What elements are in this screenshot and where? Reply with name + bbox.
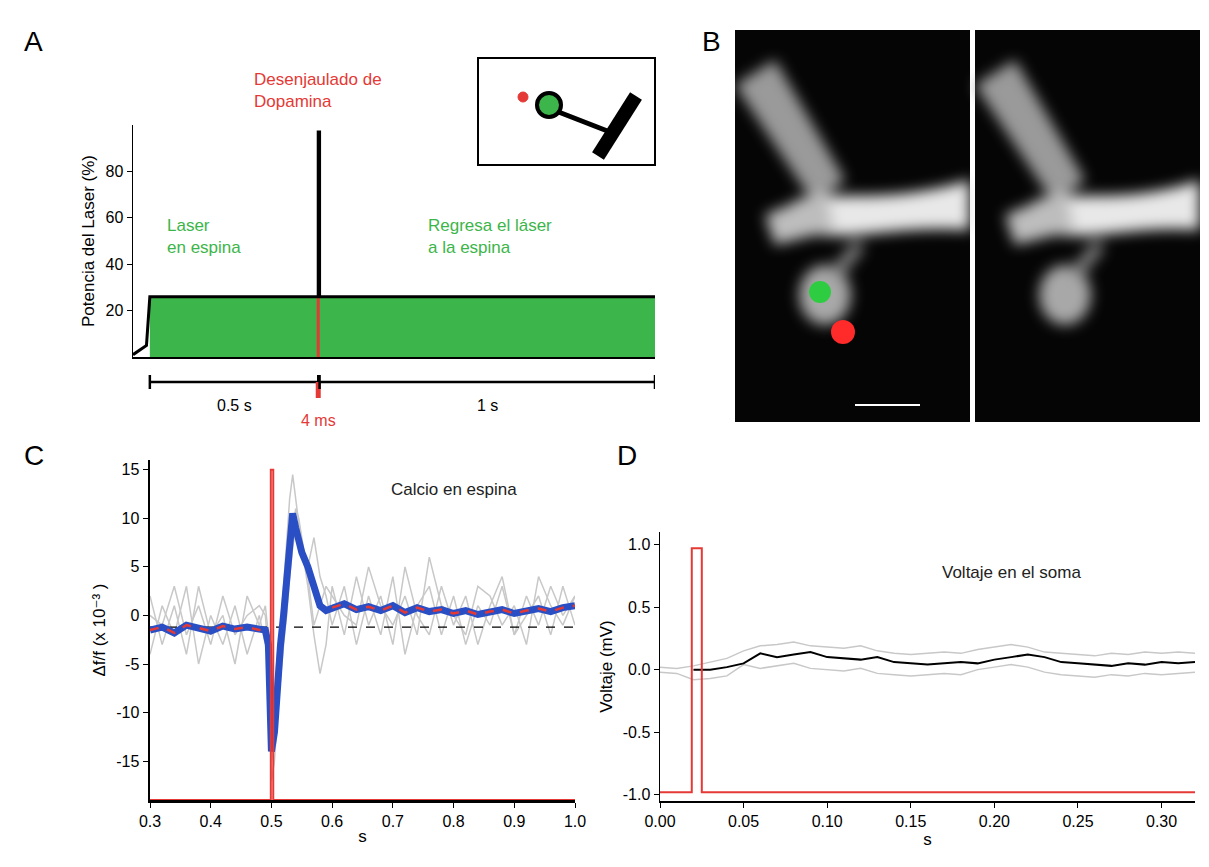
svg-text:0.30: 0.30 <box>1146 813 1177 830</box>
svg-text:4 ms: 4 ms <box>301 412 336 429</box>
svg-text:1.0: 1.0 <box>628 536 650 553</box>
svg-text:20: 20 <box>106 302 124 319</box>
svg-text:80: 80 <box>106 163 124 180</box>
svg-text:0.7: 0.7 <box>382 813 404 830</box>
svg-text:Voltaje (mV): Voltaje (mV) <box>597 620 616 713</box>
svg-text:Potencia del Laser (%): Potencia del Laser (%) <box>79 155 98 327</box>
svg-text:0.9: 0.9 <box>503 813 525 830</box>
svg-text:40: 40 <box>106 256 124 273</box>
svg-text:A: A <box>24 26 43 57</box>
svg-text:C: C <box>24 440 44 471</box>
svg-text:0.15: 0.15 <box>895 813 926 830</box>
svg-text:Calcio en espina: Calcio en espina <box>391 480 517 499</box>
svg-text:Regresa el lásera la espina: Regresa el lásera la espina <box>428 216 552 257</box>
svg-text:-0.5: -0.5 <box>623 724 651 741</box>
svg-text:-1.0: -1.0 <box>623 786 651 803</box>
svg-text:0.0: 0.0 <box>628 661 650 678</box>
svg-text:Δf/f (x 10⁻³ ): Δf/f (x 10⁻³ ) <box>90 583 109 676</box>
svg-text:5: 5 <box>130 558 139 575</box>
svg-text:0.4: 0.4 <box>200 813 222 830</box>
svg-text:0.5: 0.5 <box>260 813 282 830</box>
svg-text:0.5 s: 0.5 s <box>217 397 252 414</box>
svg-text:-15: -15 <box>116 753 139 770</box>
svg-text:0.20: 0.20 <box>979 813 1010 830</box>
svg-text:B: B <box>702 26 721 57</box>
svg-text:0: 0 <box>130 607 139 624</box>
svg-text:1 s: 1 s <box>477 397 498 414</box>
svg-text:0.00: 0.00 <box>644 813 675 830</box>
svg-text:s: s <box>358 827 367 846</box>
svg-text:60: 60 <box>106 209 124 226</box>
svg-text:0.8: 0.8 <box>442 813 464 830</box>
svg-text:0.3: 0.3 <box>139 813 161 830</box>
svg-text:s: s <box>923 830 932 849</box>
svg-text:0.5: 0.5 <box>628 599 650 616</box>
svg-text:0.25: 0.25 <box>1062 813 1093 830</box>
svg-text:1.0: 1.0 <box>564 813 586 830</box>
svg-text:0.05: 0.05 <box>728 813 759 830</box>
svg-text:Voltaje en el soma: Voltaje en el soma <box>942 563 1081 582</box>
svg-text:0.6: 0.6 <box>321 813 343 830</box>
svg-text:15: 15 <box>122 461 140 478</box>
svg-text:-5: -5 <box>125 656 139 673</box>
svg-text:Desenjaulado deDopamina: Desenjaulado deDopamina <box>254 70 382 111</box>
svg-text:-10: -10 <box>116 704 139 721</box>
svg-text:0.10: 0.10 <box>812 813 843 830</box>
svg-text:10: 10 <box>122 510 140 527</box>
svg-text:Laseren espina: Laseren espina <box>167 216 241 257</box>
svg-text:D: D <box>617 440 637 471</box>
